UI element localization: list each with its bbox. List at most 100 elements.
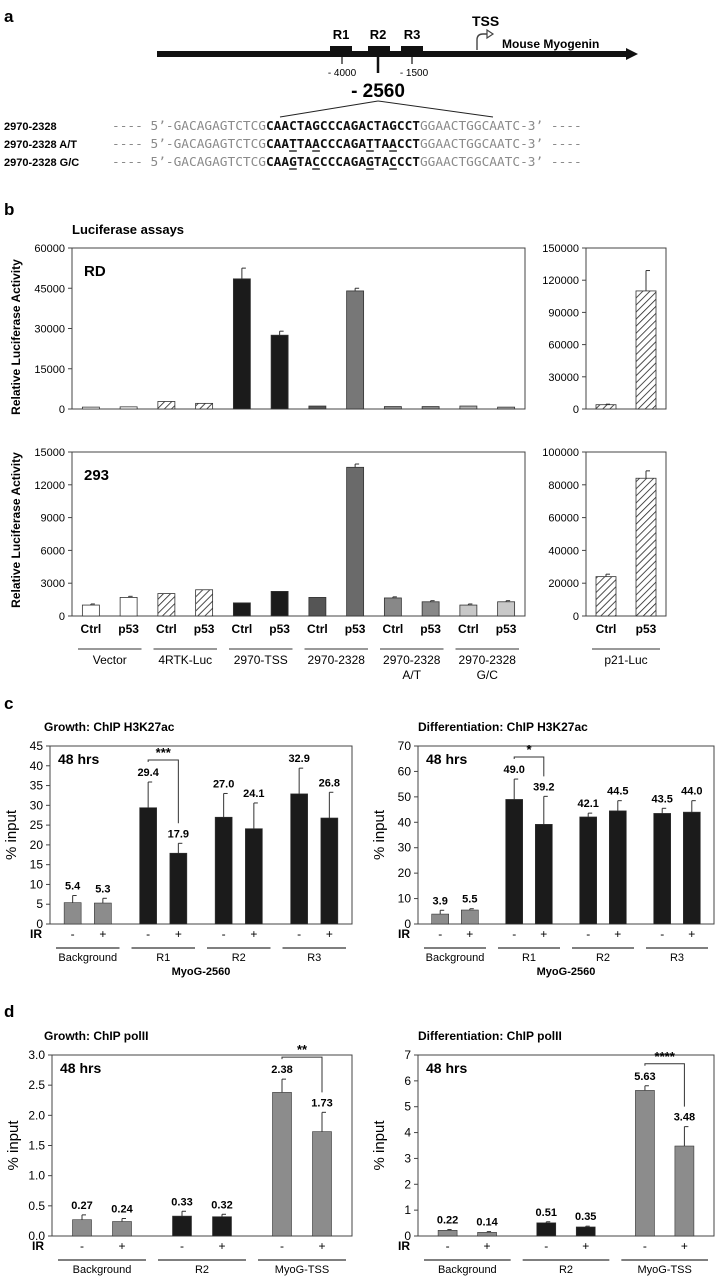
y-tick-label: 30 bbox=[30, 798, 44, 812]
time-label: 48 hrs bbox=[58, 751, 99, 767]
significance-stars: **** bbox=[655, 1049, 676, 1064]
ir-sign: + bbox=[688, 927, 695, 941]
category-label: Ctrl bbox=[307, 622, 328, 636]
y-tick-label: 25 bbox=[30, 818, 44, 832]
bar bbox=[635, 290, 657, 410]
y-tick-label: 4 bbox=[404, 1126, 411, 1140]
title-diff-h3k27ac: Differentiation: ChIP H3K27ac bbox=[418, 720, 588, 734]
bar bbox=[308, 405, 327, 410]
value-label: 0.51 bbox=[536, 1207, 557, 1219]
ir-sign: + bbox=[484, 1239, 491, 1253]
ir-sign: - bbox=[446, 1239, 450, 1253]
y-axis-label: % input bbox=[3, 809, 20, 860]
y-tick-label: 60000 bbox=[548, 340, 579, 352]
tick-1500-label: - 1500 bbox=[400, 68, 429, 79]
value-label: 5.4 bbox=[65, 881, 81, 893]
value-label: 5.5 bbox=[462, 894, 477, 906]
y-tick-label: 150000 bbox=[542, 243, 579, 255]
time-label: 48 hrs bbox=[426, 751, 467, 767]
ylabel-rd: Relative Luciferase Activity bbox=[9, 259, 23, 415]
panel-label-b: b bbox=[4, 200, 14, 219]
group-label: Vector bbox=[93, 653, 127, 667]
bar bbox=[119, 406, 138, 410]
y-tick-label: 45 bbox=[30, 739, 44, 753]
sequence-core: CAAGTACCCCAGAGTACCCT bbox=[266, 154, 420, 169]
plot-frame bbox=[71, 247, 526, 410]
group-label: MyoG-TSS bbox=[637, 1264, 691, 1276]
group-label: 2970-2328 bbox=[383, 653, 441, 667]
value-label: 0.32 bbox=[211, 1199, 232, 1211]
category-label: p53 bbox=[496, 622, 517, 636]
y-tick-label: 2.0 bbox=[28, 1108, 45, 1122]
plot-frame bbox=[417, 1054, 715, 1237]
ir-sign: + bbox=[582, 1239, 589, 1253]
ir-label: IR bbox=[398, 927, 410, 941]
bar bbox=[72, 1219, 92, 1237]
bar bbox=[460, 909, 479, 925]
sequence-core: CAACTAGCCCAGACTAGCCT bbox=[266, 118, 420, 133]
bar bbox=[157, 593, 176, 617]
time-label: 48 hrs bbox=[60, 1060, 101, 1076]
sequence-line: ---- 5’-GACAGAGTCTCG CAATTAACCCAGATTAACCT… bbox=[112, 136, 582, 151]
group-label: R3 bbox=[307, 952, 321, 964]
region-r2-label: R2 bbox=[370, 27, 387, 42]
bar bbox=[272, 1092, 292, 1237]
y-tick-label: 9000 bbox=[41, 513, 65, 525]
y-tick-label: 15000 bbox=[34, 447, 65, 459]
ir-sign: + bbox=[99, 927, 106, 941]
bar bbox=[195, 589, 214, 617]
y-tick-label: 0 bbox=[36, 917, 43, 931]
group-label: 2970-TSS bbox=[234, 653, 288, 667]
ir-sign: - bbox=[222, 927, 226, 941]
tick-4000-label: - 4000 bbox=[328, 68, 357, 79]
y-tick-label: 30000 bbox=[548, 372, 579, 384]
sequence-label: 2970-2328 bbox=[4, 121, 57, 133]
y-tick-label: 3 bbox=[404, 1151, 411, 1165]
value-label: 49.0 bbox=[503, 764, 524, 776]
bar bbox=[497, 601, 516, 617]
tss-arrowhead-icon bbox=[486, 28, 495, 40]
category-label: Ctrl bbox=[232, 622, 253, 636]
chart-diff-h3k27ac: 0 10 20 30 40 50 60 70 % input 48 hrs 3.9 - 5.5 +49.0… bbox=[371, 739, 715, 978]
y-tick-label: 10 bbox=[30, 877, 44, 891]
ir-sign: - bbox=[544, 1239, 548, 1253]
y-tick-label: 60 bbox=[398, 764, 412, 778]
y-tick-label: 0 bbox=[59, 404, 65, 416]
plot-frame bbox=[417, 745, 715, 925]
y-tick-label: 0 bbox=[573, 611, 579, 623]
sequence-suffix: GGAACTGGCAATC-3’ ---- bbox=[420, 154, 582, 169]
category-label: Ctrl bbox=[156, 622, 177, 636]
y-tick-label: 45000 bbox=[34, 283, 65, 295]
ir-sign: + bbox=[466, 927, 473, 941]
y-axis-label: % input bbox=[371, 809, 388, 860]
chart-rd-constructs: 0 15000 30000 45000 60000 RD bbox=[34, 243, 526, 416]
ir-sign: + bbox=[218, 1239, 225, 1253]
value-label: 27.0 bbox=[213, 778, 234, 790]
ir-sign: - bbox=[643, 1239, 647, 1253]
y-tick-label: 50 bbox=[398, 790, 412, 804]
y-tick-label: 60000 bbox=[548, 513, 579, 525]
bar bbox=[81, 406, 100, 410]
value-label: 0.24 bbox=[111, 1204, 133, 1216]
y-axis-label: % input bbox=[5, 1120, 22, 1171]
bar bbox=[635, 477, 657, 617]
bar bbox=[270, 591, 289, 617]
panel-label-a: a bbox=[4, 7, 14, 26]
value-label: 1.73 bbox=[311, 1097, 332, 1109]
gene-label: Mouse Myogenin bbox=[502, 37, 599, 51]
y-tick-label: 120000 bbox=[542, 275, 579, 287]
bar bbox=[232, 602, 251, 617]
sublabel: MyoG-2560 bbox=[172, 966, 231, 978]
bar bbox=[290, 793, 308, 925]
bar bbox=[195, 402, 214, 410]
group-label: R2 bbox=[559, 1264, 573, 1276]
group-label: R3 bbox=[670, 952, 684, 964]
sequence-line: ---- 5’-GACAGAGTCTCG CAAGTACCCCAGAGTACCCT… bbox=[112, 154, 582, 169]
bar bbox=[139, 807, 157, 925]
y-tick-label: 20 bbox=[398, 866, 412, 880]
y-tick-label: 100000 bbox=[542, 447, 579, 459]
y-tick-label: 90000 bbox=[548, 307, 579, 319]
value-label: 39.2 bbox=[533, 781, 554, 793]
bar bbox=[635, 1090, 655, 1237]
bar bbox=[608, 810, 627, 925]
